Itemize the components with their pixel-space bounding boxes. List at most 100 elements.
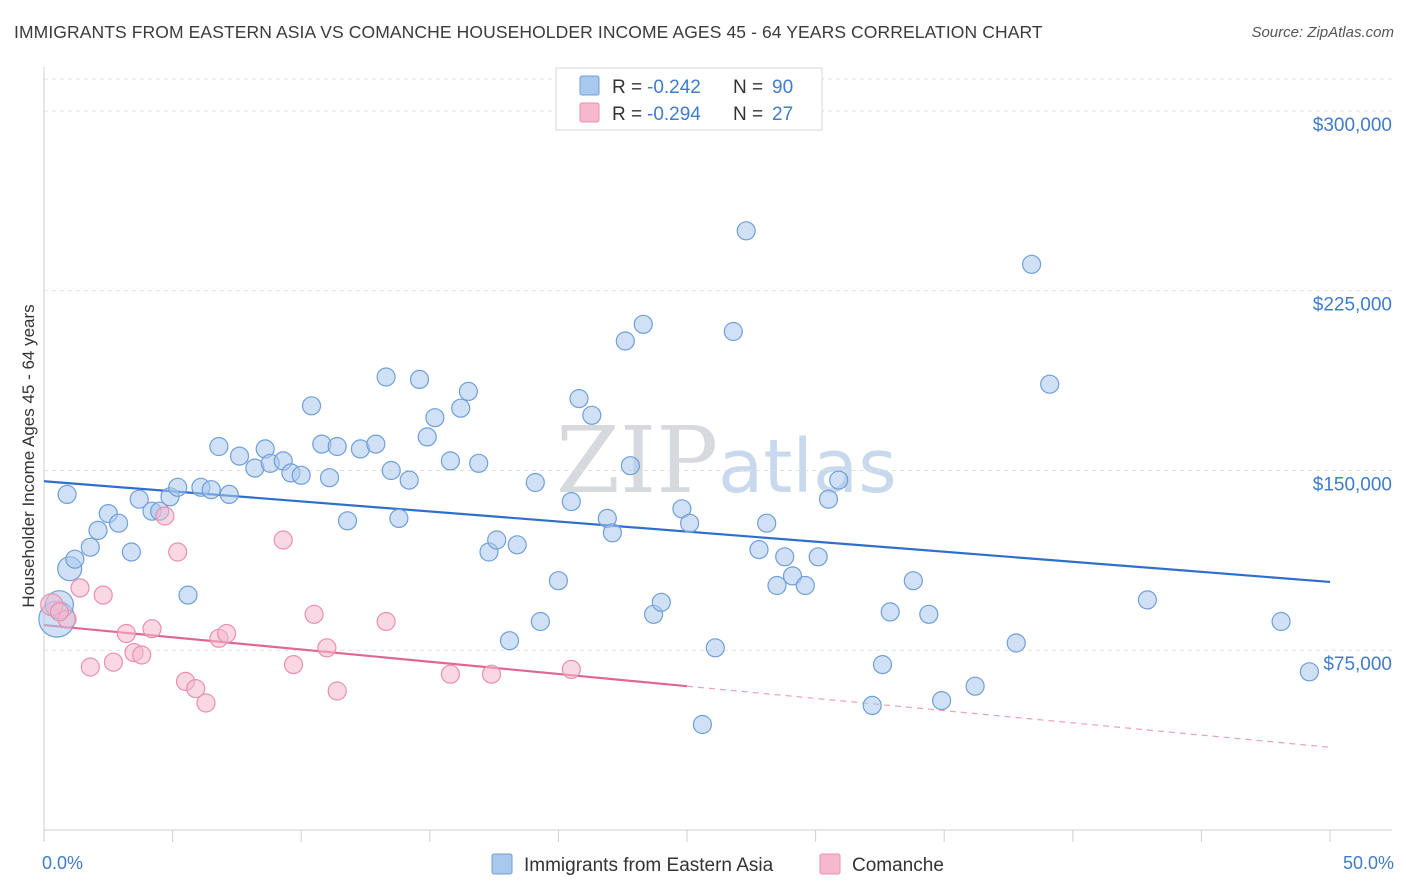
point-eastern-asia: [451, 398, 471, 418]
point-eastern-asia: [548, 571, 569, 591]
point-eastern-asia: [530, 611, 551, 632]
point-eastern-asia: [399, 470, 419, 490]
point-comanche: [196, 693, 216, 713]
point-eastern-asia: [862, 695, 882, 716]
point-eastern-asia: [389, 508, 409, 529]
point-eastern-asia: [705, 638, 725, 658]
axes: [43, 67, 1392, 842]
legend-r-value: -0.294: [647, 104, 701, 125]
point-comanche: [186, 678, 206, 699]
point-eastern-asia: [525, 472, 545, 493]
point-eastern-asia: [319, 468, 340, 488]
point-eastern-asia: [829, 470, 849, 490]
point-eastern-asia: [327, 436, 347, 457]
point-eastern-asia: [487, 530, 507, 550]
point-eastern-asia: [919, 604, 939, 624]
point-eastern-asia: [469, 453, 489, 473]
legend-swatch-comanche: [579, 102, 600, 123]
point-comanche: [304, 604, 324, 624]
correlation-legend: R = -0.242 N = 90 R = -0.294 N = 27: [555, 67, 823, 131]
legend-swatch-eastern-asia: [579, 75, 600, 96]
point-eastern-asia: [108, 513, 129, 533]
point-eastern-asia: [965, 676, 985, 696]
bottom-legend-label-comanche: Comanche: [852, 855, 944, 876]
point-eastern-asia: [615, 331, 635, 351]
point-comanche: [217, 623, 237, 644]
point-eastern-asia: [1271, 611, 1291, 632]
point-eastern-asia: [1021, 254, 1042, 274]
point-comanche: [440, 664, 460, 684]
point-eastern-asia: [168, 477, 188, 497]
point-comanche: [116, 623, 136, 644]
y-tick-labels: $75,000 $150,000 $225,000 $300,000: [1313, 115, 1392, 675]
point-eastern-asia: [561, 492, 581, 512]
point-eastern-asia: [219, 484, 239, 504]
y-tick-label: $225,000: [1313, 295, 1392, 316]
point-eastern-asia: [679, 513, 700, 533]
point-eastern-asia: [723, 321, 743, 342]
point-comanche: [283, 654, 304, 675]
point-comanche: [168, 542, 188, 562]
point-eastern-asia: [1299, 662, 1320, 682]
point-eastern-asia: [818, 489, 839, 509]
data-points: [38, 221, 1320, 735]
point-eastern-asia: [366, 434, 386, 454]
legend-n-label: N =: [733, 77, 763, 98]
y-tick-label: $300,000: [1313, 115, 1392, 136]
legend-r-label: R =: [612, 77, 642, 98]
x-tick-labels: 0.0% 50.0%: [42, 853, 1394, 873]
point-eastern-asia: [736, 221, 756, 241]
y-axis-label: Householder Income Ages 45 - 64 years: [19, 304, 38, 607]
point-comanche: [481, 664, 502, 684]
y-tick-label: $75,000: [1323, 654, 1392, 675]
point-comanche: [132, 645, 152, 665]
point-eastern-asia: [88, 520, 108, 541]
chart-title: IMMIGRANTS FROM EASTERN ASIA VS COMANCHE…: [14, 22, 1043, 42]
point-eastern-asia: [80, 537, 100, 557]
legend-r-value: -0.242: [647, 77, 701, 98]
point-eastern-asia: [301, 396, 322, 416]
point-eastern-asia: [872, 654, 893, 675]
legend-n-value: 27: [772, 104, 793, 125]
point-comanche: [155, 506, 175, 526]
point-eastern-asia: [880, 602, 900, 622]
point-eastern-asia: [775, 547, 795, 567]
point-eastern-asia: [651, 592, 671, 612]
point-eastern-asia: [209, 436, 229, 457]
series-legend: Immigrants from Eastern Asia Comanche: [491, 853, 944, 876]
point-eastern-asia: [633, 314, 653, 334]
grid-lines: [44, 78, 1392, 651]
point-eastern-asia: [1006, 633, 1026, 653]
point-eastern-asia: [903, 571, 923, 591]
point-comanche: [49, 602, 70, 622]
point-eastern-asia: [65, 549, 85, 569]
watermark-atlas: atlas: [718, 424, 897, 510]
legend-r-label: R =: [612, 104, 642, 125]
point-eastern-asia: [507, 535, 527, 555]
point-eastern-asia: [602, 523, 623, 543]
point-eastern-asia: [291, 465, 311, 485]
point-comanche: [103, 652, 124, 672]
y-tick-label: $150,000: [1313, 474, 1392, 495]
point-eastern-asia: [782, 566, 803, 586]
point-comanche: [93, 585, 113, 605]
x-tick-label: 0.0%: [42, 853, 83, 873]
point-eastern-asia: [931, 690, 952, 711]
point-comanche: [80, 657, 100, 677]
trend-line-comanche-extension: [686, 685, 1331, 748]
point-eastern-asia: [1040, 374, 1060, 394]
point-eastern-asia: [1137, 590, 1158, 610]
point-eastern-asia: [749, 539, 769, 560]
point-eastern-asia: [57, 484, 77, 504]
point-eastern-asia: [692, 714, 713, 735]
point-eastern-asia: [569, 389, 589, 409]
point-eastern-asia: [121, 542, 141, 562]
chart-source: Source: ZipAtlas.com: [1251, 24, 1394, 41]
point-comanche: [273, 530, 293, 550]
point-comanche: [376, 611, 396, 632]
legend-row-comanche: R = -0.294 N = 27: [579, 102, 793, 125]
point-eastern-asia: [229, 446, 250, 466]
point-eastern-asia: [376, 367, 396, 387]
point-eastern-asia: [620, 456, 641, 476]
